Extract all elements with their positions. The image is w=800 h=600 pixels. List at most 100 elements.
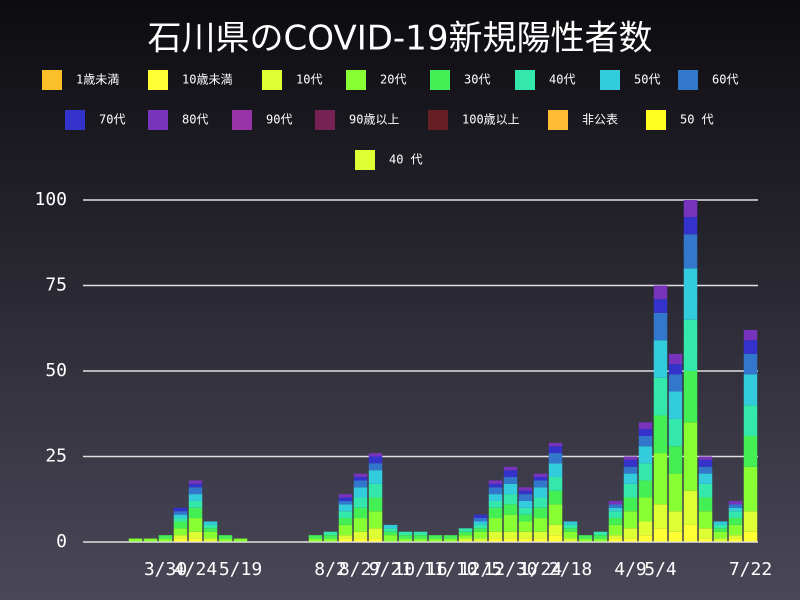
bar-segment: [473, 514, 488, 519]
bar-segment: [368, 497, 383, 512]
bar-segment: [323, 538, 338, 542]
bar-segment: [488, 483, 503, 488]
bar-segment: [188, 531, 203, 539]
bar-segment: [653, 415, 668, 454]
legend-swatch: [646, 110, 666, 130]
bar-segment: [188, 494, 203, 501]
legend-label: 40代: [549, 73, 575, 87]
bar-segment: [728, 500, 743, 505]
bar-segment: [188, 483, 203, 488]
bar-segment: [563, 528, 578, 532]
bar-segment: [353, 487, 368, 498]
bar-segment: [728, 518, 743, 525]
bar-segment: [218, 538, 233, 542]
bar-segment: [488, 538, 503, 542]
legend-swatch: [515, 70, 535, 90]
bar-segment: [698, 456, 713, 460]
bar-segment: [488, 507, 503, 519]
bar-segment: [518, 487, 533, 491]
bar-segment: [698, 497, 713, 512]
legend-swatch: [42, 70, 62, 90]
bar-segment: [428, 535, 443, 539]
bar-segment: [368, 528, 383, 539]
bar-segment: [623, 511, 638, 529]
bar-segment: [338, 538, 353, 542]
bar-segment: [533, 497, 548, 508]
bar-segment: [653, 312, 668, 341]
x-tick-label: 4/9: [614, 559, 647, 580]
bar-segment: [608, 535, 623, 539]
x-tick-label: 10/16: [393, 559, 447, 580]
bar-segment: [158, 535, 173, 539]
bar-segment: [593, 531, 608, 536]
x-tick-label: 8/27: [339, 559, 382, 580]
bar-segment: [158, 538, 173, 542]
legend-label: 90歳以上: [349, 113, 399, 127]
bar-segment: [608, 511, 623, 519]
bar-segment: [533, 531, 548, 539]
bar-segment: [698, 511, 713, 529]
bar-segment: [383, 528, 398, 532]
legend-swatch: [65, 110, 85, 130]
bar-segment: [203, 521, 218, 525]
bar-segment: [503, 470, 518, 478]
bar-segment: [368, 483, 383, 498]
legend-label: 1歳未満: [76, 73, 119, 87]
bar-segment: [458, 528, 473, 532]
bar-segment: [398, 535, 413, 539]
bar-segment: [173, 538, 188, 542]
bar-segment: [668, 364, 683, 375]
bar-segment: [413, 535, 428, 539]
bar-segment: [458, 538, 473, 542]
bar-segment: [668, 418, 683, 447]
bar-segment: [548, 463, 563, 478]
bar-segment: [638, 497, 653, 522]
bar-segment: [488, 500, 503, 508]
legend-swatch: [346, 70, 366, 90]
bar-segment: [353, 507, 368, 519]
bar-segment: [503, 477, 518, 484]
bar-segment: [548, 504, 563, 525]
bar-segment: [338, 494, 353, 498]
bar-segment: [203, 538, 218, 542]
bar-segment: [488, 494, 503, 501]
bar-segment: [413, 531, 428, 536]
bar-segment: [533, 473, 548, 478]
bar-segment: [188, 538, 203, 542]
bar-segment: [593, 535, 608, 539]
bar-segment: [713, 524, 728, 529]
bar-segment: [743, 329, 758, 341]
legend-swatch: [678, 70, 698, 90]
bar-segment: [683, 268, 698, 320]
bar-segment: [698, 473, 713, 484]
bar-segment: [713, 531, 728, 539]
bar-segment: [608, 507, 623, 512]
bar-segment: [338, 535, 353, 539]
bar-segment: [413, 538, 428, 542]
bar-segment: [668, 374, 683, 392]
bar-segment: [653, 299, 668, 313]
bar-segment: [533, 487, 548, 498]
x-tick-label: 1/24: [519, 559, 562, 580]
x-tick-label: 5/4: [644, 559, 677, 580]
bar-segment: [623, 538, 638, 542]
bar-segment: [548, 446, 563, 454]
y-tick-label: 0: [56, 531, 67, 552]
bar-segment: [173, 507, 188, 512]
bar-segment: [443, 535, 458, 539]
bar-segment: [728, 504, 743, 508]
legend-label: 50代: [634, 73, 660, 87]
bar-segment: [143, 538, 158, 542]
bar-segment: [623, 497, 638, 512]
legend-label: 60代: [712, 73, 738, 87]
bar-segment: [623, 528, 638, 539]
bar-segment: [533, 477, 548, 481]
bar-segment: [548, 524, 563, 536]
bar-segment: [368, 470, 383, 484]
legend-swatch: [262, 70, 282, 90]
bar-segment: [503, 531, 518, 539]
bar-segment: [383, 524, 398, 529]
bar-segment: [563, 538, 578, 542]
bar-segment: [503, 494, 518, 505]
bar-segment: [503, 483, 518, 495]
